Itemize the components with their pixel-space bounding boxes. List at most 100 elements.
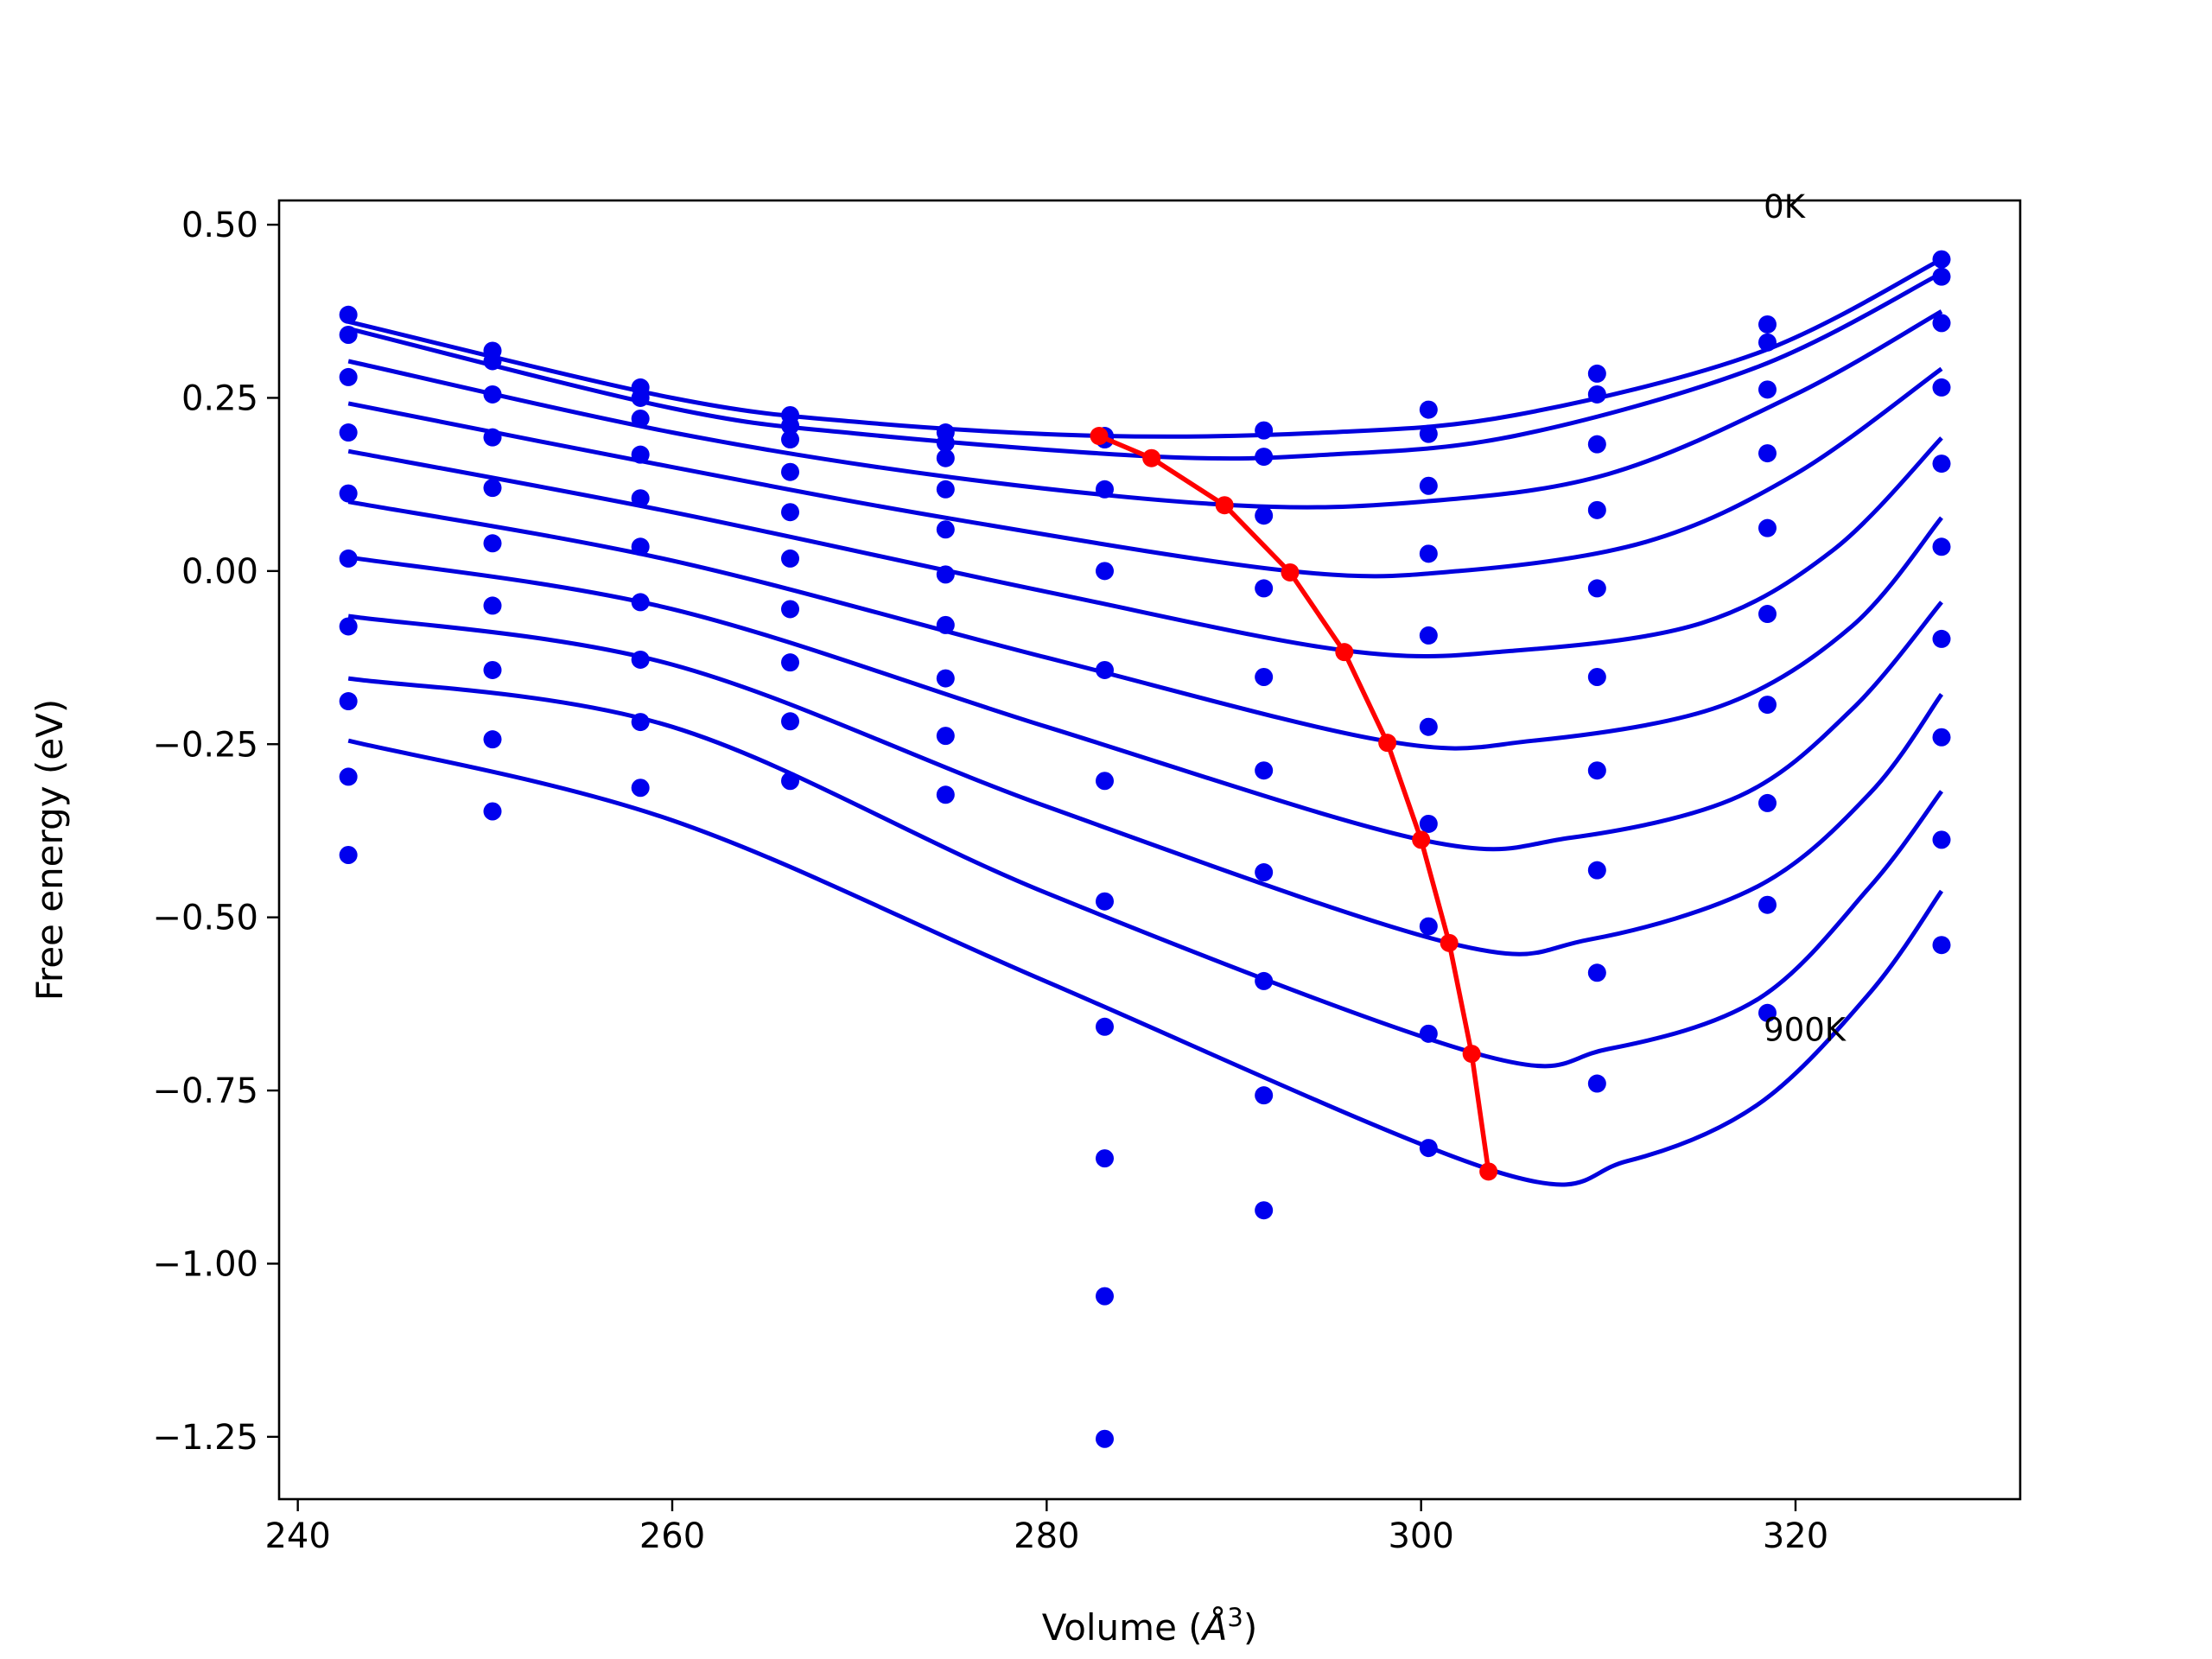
- data-point: [1932, 629, 1951, 648]
- x-tick-label: 280: [1014, 1516, 1079, 1556]
- data-point: [1255, 421, 1274, 440]
- minimum-point: [1090, 427, 1109, 446]
- data-point: [1419, 1024, 1438, 1043]
- data-point: [483, 479, 502, 498]
- data-point: [1758, 793, 1777, 812]
- data-point: [1419, 626, 1438, 645]
- data-point: [631, 388, 650, 407]
- x-tick-label: 240: [264, 1516, 330, 1556]
- data-point: [1587, 761, 1606, 780]
- minima-line: [1097, 433, 1491, 1173]
- y-tick-label: −0.50: [152, 899, 258, 938]
- data-point: [781, 653, 799, 672]
- data-point: [1255, 1086, 1274, 1105]
- minimum-point: [1462, 1045, 1481, 1064]
- plot-area: [339, 250, 1951, 1448]
- data-point: [781, 549, 799, 568]
- data-point: [1255, 971, 1274, 990]
- data-point: [1255, 506, 1274, 525]
- data-point: [1587, 668, 1606, 687]
- fit-curve: [347, 257, 1943, 439]
- data-point: [1587, 963, 1606, 982]
- data-point: [1758, 315, 1777, 334]
- fit-curve: [347, 738, 1944, 1187]
- data-point: [1255, 761, 1274, 780]
- data-point: [631, 489, 650, 508]
- temperature-annotation: 900K: [1764, 1011, 1847, 1048]
- data-point: [339, 549, 358, 568]
- data-point: [1587, 435, 1606, 454]
- data-point: [936, 480, 955, 499]
- data-point: [1587, 500, 1606, 519]
- data-point: [1932, 728, 1951, 747]
- x-tick-label: 260: [639, 1516, 705, 1556]
- minimum-point: [1215, 496, 1234, 515]
- data-point: [781, 772, 799, 791]
- data-point: [1587, 579, 1606, 598]
- data-point: [1255, 863, 1274, 882]
- annotations: 0K 900K: [1764, 188, 1847, 1048]
- data-point: [1419, 917, 1438, 936]
- y-tick-label: −1.00: [152, 1244, 258, 1284]
- data-point: [781, 503, 799, 522]
- y-tick-label: −0.75: [152, 1071, 258, 1111]
- data-point: [1758, 696, 1777, 715]
- fit-curve: [347, 309, 1943, 510]
- data-point: [339, 484, 358, 503]
- data-point: [1419, 814, 1438, 833]
- data-point: [781, 430, 799, 449]
- data-point: [936, 785, 955, 804]
- data-point: [483, 802, 502, 821]
- y-tick-label: 0.25: [181, 378, 258, 418]
- data-point: [1587, 861, 1606, 880]
- axes-frame: [277, 199, 2022, 1501]
- data-point: [1096, 1017, 1114, 1036]
- temperature-annotation: 0K: [1764, 188, 1807, 226]
- data-point: [339, 846, 358, 865]
- data-point: [1758, 444, 1777, 463]
- data-point: [1758, 333, 1777, 352]
- y-axis-label: Free energy (eV): [29, 699, 71, 1001]
- data-point: [1932, 267, 1951, 286]
- data-point: [1932, 830, 1951, 849]
- data-point: [936, 727, 955, 746]
- data-point: [631, 713, 650, 732]
- y-tick-label: 0.00: [181, 552, 258, 592]
- data-point: [1758, 1003, 1777, 1022]
- data-point: [1096, 562, 1114, 581]
- data-point: [936, 565, 955, 584]
- y-tick-label: −0.25: [152, 725, 258, 765]
- data-point: [483, 596, 502, 615]
- x-axis-label: Volume (Å3): [1042, 1603, 1258, 1649]
- data-point: [1587, 364, 1606, 383]
- data-point: [936, 615, 955, 634]
- data-point: [1758, 518, 1777, 537]
- data-point: [1932, 936, 1951, 955]
- data-point: [781, 712, 799, 731]
- data-point: [1419, 400, 1438, 419]
- x-tick-label: 300: [1388, 1516, 1453, 1556]
- minimum-point: [1479, 1162, 1498, 1181]
- data-point: [1255, 448, 1274, 467]
- data-point: [339, 305, 358, 324]
- data-point: [1758, 895, 1777, 914]
- data-point: [1932, 378, 1951, 397]
- data-point: [1096, 1149, 1114, 1168]
- data-point: [1096, 1429, 1114, 1448]
- data-point: [483, 428, 502, 447]
- data-point: [483, 660, 502, 679]
- data-point: [1096, 772, 1114, 791]
- data-point: [483, 730, 502, 749]
- data-point: [631, 779, 650, 798]
- data-point: [339, 617, 358, 636]
- data-point: [339, 767, 358, 786]
- data-point: [1096, 892, 1114, 911]
- data-point: [1096, 480, 1114, 499]
- data-point: [1587, 1074, 1606, 1093]
- minimum-point: [1412, 830, 1431, 849]
- minimum-point: [1142, 448, 1161, 467]
- data-point: [339, 423, 358, 442]
- data-point: [936, 448, 955, 467]
- fit-curve: [347, 555, 1943, 852]
- data-point: [1932, 454, 1951, 474]
